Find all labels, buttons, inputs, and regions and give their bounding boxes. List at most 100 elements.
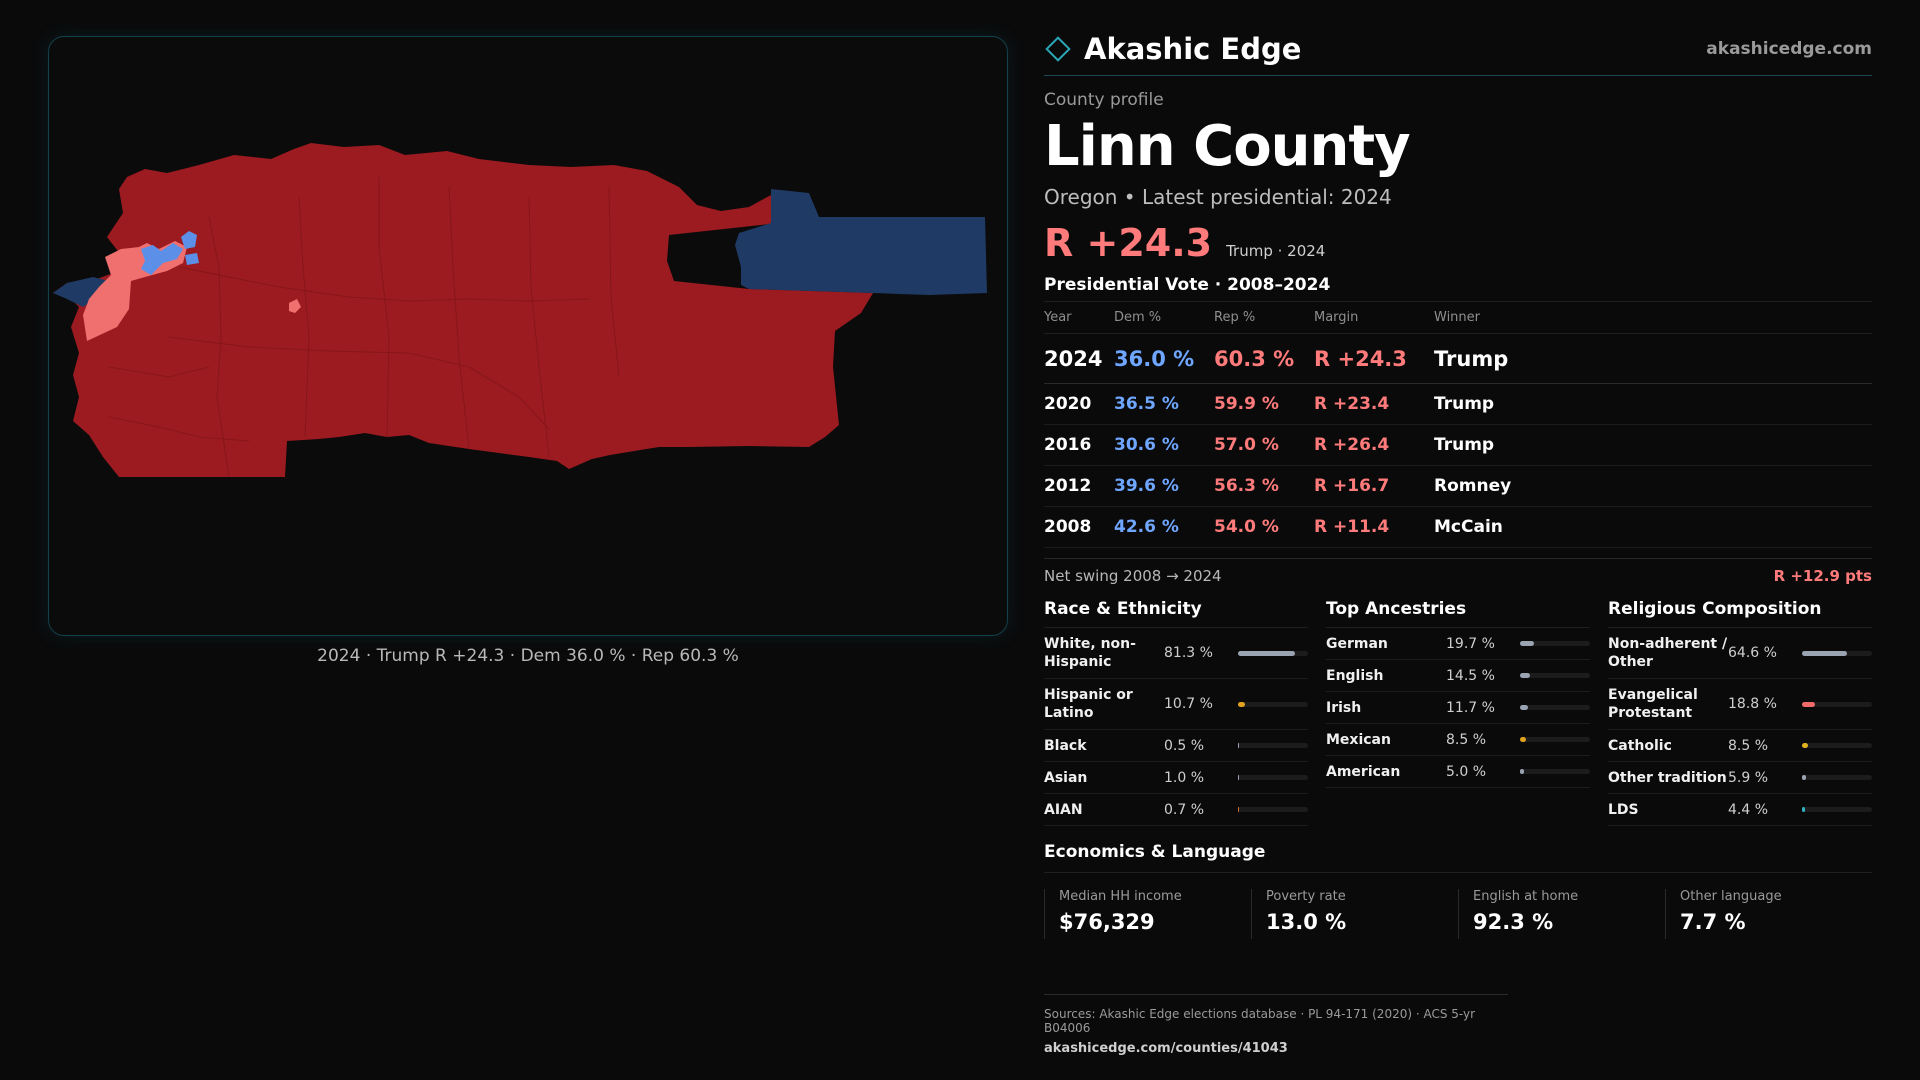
item-bar	[1520, 737, 1590, 742]
list-item: Hispanic or Latino 10.7 %	[1044, 679, 1308, 730]
item-value: 0.7 %	[1164, 801, 1205, 818]
item-label: English	[1326, 667, 1384, 684]
list-item: Catholic 8.5 %	[1608, 730, 1872, 762]
row-dem: 30.6 %	[1114, 424, 1214, 466]
ancestry-section: Top Ancestries German 19.7 % English 14.5 …	[1326, 599, 1590, 826]
list-item: LDS 4.4 %	[1608, 794, 1872, 826]
headline-result: R +24.3 Trump · 2024	[1044, 221, 1872, 265]
net-swing: Net swing 2008 → 2024 R +12.9 pts	[1044, 558, 1872, 585]
stat-value: 7.7 %	[1680, 910, 1746, 934]
item-value: 64.6 %	[1728, 645, 1777, 661]
stat-english-at-home: English at home 92.3 %	[1458, 889, 1665, 939]
map-region-dem-strong-east[interactable]	[735, 189, 987, 295]
item-bar	[1238, 650, 1308, 656]
row-rep: 60.3 %	[1214, 333, 1314, 384]
row-margin: R +11.4	[1314, 506, 1434, 548]
page-eyebrow: County profile	[1044, 90, 1164, 110]
row-rep: 59.9 %	[1214, 383, 1314, 425]
item-value: 11.7 %	[1446, 699, 1495, 716]
stat-label: Poverty rate	[1266, 889, 1346, 904]
stat-median-income: Median HH income $76,329	[1044, 889, 1251, 939]
map-svg	[53, 143, 987, 478]
table-row[interactable]: 2016 30.6 % 57.0 % R +26.4 Trump	[1044, 424, 1872, 466]
footer: Sources: Akashic Edge elections database…	[1044, 994, 1508, 1056]
race-section-title: Race & Ethnicity	[1044, 599, 1308, 628]
map-region-dem-lean-3[interactable]	[185, 253, 199, 265]
item-bar	[1802, 743, 1872, 748]
table-row[interactable]: 2008 42.6 % 54.0 % R +11.4 McCain	[1044, 506, 1872, 548]
item-bar	[1802, 701, 1872, 707]
precinct-map[interactable]	[48, 36, 1008, 636]
vote-section-title: Presidential Vote · 2008–2024	[1044, 275, 1331, 295]
list-item: American 5.0 %	[1326, 756, 1590, 788]
religion-section-title: Religious Composition	[1608, 599, 1872, 628]
item-bar-fill	[1238, 775, 1239, 780]
item-value: 5.0 %	[1446, 763, 1487, 780]
item-bar-fill	[1238, 743, 1239, 748]
item-bar-fill	[1520, 641, 1534, 646]
brand-url-link[interactable]: akashicedge.com	[1706, 38, 1872, 59]
map-region-rep-lean-center[interactable]	[289, 299, 301, 313]
map-region-dem-strong-west[interactable]	[53, 277, 109, 307]
vote-table-header: Year Dem % Rep % Margin Winner	[1044, 301, 1872, 334]
item-label: Evangelical Protestant	[1608, 687, 1698, 721]
item-bar	[1520, 769, 1590, 774]
col-dem: Dem %	[1114, 301, 1214, 334]
map-region-dem-lean[interactable]	[141, 243, 183, 275]
item-bar	[1238, 807, 1308, 812]
brand[interactable]: Akashic Edge	[1044, 32, 1301, 66]
vote-table: Year Dem % Rep % Margin Winner 2024 36.0…	[1044, 301, 1872, 548]
row-dem: 39.6 %	[1114, 465, 1214, 507]
row-year: 2024	[1044, 333, 1114, 384]
row-year: 2012	[1044, 465, 1114, 507]
item-bar-fill	[1520, 737, 1526, 742]
map-region-dem-lean-2[interactable]	[181, 231, 197, 249]
list-item: English 14.5 %	[1326, 660, 1590, 692]
item-value: 1.0 %	[1164, 769, 1205, 786]
row-winner: McCain	[1434, 506, 1872, 548]
col-year: Year	[1044, 301, 1114, 334]
item-label: AIAN	[1044, 801, 1083, 818]
item-bar-fill	[1238, 701, 1246, 707]
stat-value: 92.3 %	[1473, 910, 1554, 934]
footer-url-link[interactable]: akashicedge.com/counties/41043	[1044, 1041, 1288, 1056]
table-row[interactable]: 2012 39.6 % 56.3 % R +16.7 Romney	[1044, 465, 1872, 507]
item-bar-fill	[1238, 807, 1239, 812]
net-swing-value: R +12.9 pts	[1773, 567, 1872, 585]
row-winner: Trump	[1434, 333, 1872, 384]
item-value: 18.8 %	[1728, 696, 1777, 712]
item-value: 14.5 %	[1446, 667, 1495, 684]
stat-poverty-rate: Poverty rate 13.0 %	[1251, 889, 1458, 939]
table-row[interactable]: 2020 36.5 % 59.9 % R +23.4 Trump	[1044, 383, 1872, 425]
item-value: 10.7 %	[1164, 696, 1213, 712]
item-value: 19.7 %	[1446, 635, 1495, 652]
row-winner: Trump	[1434, 424, 1872, 466]
map-region-rep-lean[interactable]	[83, 241, 187, 341]
economics-stats: Median HH income $76,329 Poverty rate 13…	[1044, 889, 1872, 939]
row-margin: R +26.4	[1314, 424, 1434, 466]
map-region-rep-strong[interactable]	[53, 143, 873, 477]
row-margin: R +16.7	[1314, 465, 1434, 507]
item-bar-fill	[1802, 743, 1808, 748]
item-label: White, non-Hispanic	[1044, 636, 1136, 670]
list-item: White, non-Hispanic 81.3 %	[1044, 628, 1308, 679]
list-item: Other tradition 5.9 %	[1608, 762, 1872, 794]
item-label: Catholic	[1608, 737, 1672, 754]
list-item: Evangelical Protestant 18.8 %	[1608, 679, 1872, 730]
item-bar-fill	[1802, 701, 1816, 707]
demographics: Race & Ethnicity White, non-Hispanic 81.3…	[1044, 599, 1872, 826]
item-label: Other tradition	[1608, 769, 1727, 786]
row-margin: R +23.4	[1314, 383, 1434, 425]
col-rep: Rep %	[1214, 301, 1314, 334]
economics-section-title: Economics & Language	[1044, 842, 1872, 873]
brand-header: Akashic Edge akashicedge.com	[1044, 28, 1872, 76]
stat-other-language: Other language 7.7 %	[1665, 889, 1872, 939]
stat-label: English at home	[1473, 889, 1579, 904]
item-label: Irish	[1326, 699, 1362, 716]
item-bar-fill	[1520, 769, 1524, 774]
brand-name: Akashic Edge	[1084, 31, 1302, 66]
item-bar-fill	[1802, 775, 1807, 780]
item-bar	[1802, 650, 1872, 656]
item-bar	[1520, 641, 1590, 646]
table-row[interactable]: 2024 36.0 % 60.3 % R +24.3 Trump	[1044, 333, 1872, 384]
